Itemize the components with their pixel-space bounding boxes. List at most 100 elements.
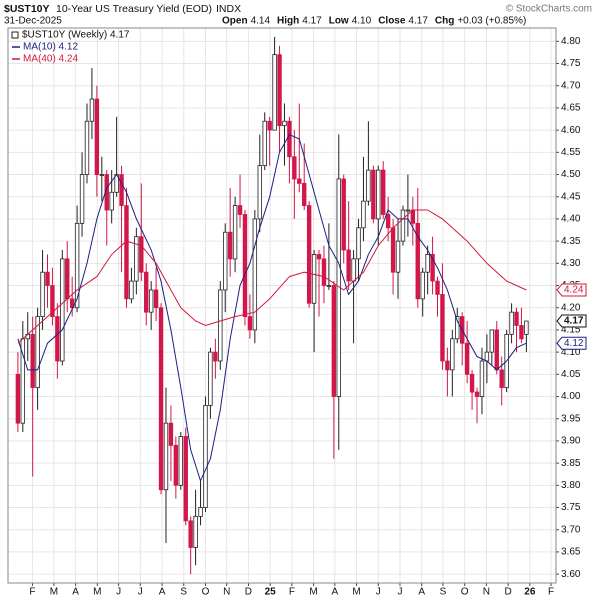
candle-body	[282, 120, 287, 127]
candle-body	[134, 236, 139, 282]
x-tick-label: J	[138, 587, 143, 598]
x-tick-label: J	[376, 587, 381, 598]
candle-body	[371, 169, 376, 220]
x-tick-label: O	[202, 587, 210, 598]
candle-body	[252, 218, 258, 331]
candle-body	[440, 293, 445, 362]
candle-body	[450, 338, 455, 371]
y-tick-label: 3.70	[561, 524, 581, 535]
y-tick-label: 3.75	[561, 502, 581, 513]
value-badge	[556, 336, 587, 350]
candle-body	[326, 285, 332, 287]
candle-body	[311, 254, 317, 304]
legend-entry: $UST10Y (Weekly) 4.17	[22, 30, 130, 41]
candle-body	[94, 98, 100, 175]
y-tick-label: 4.40	[561, 214, 581, 225]
quote-value: 4.17	[408, 16, 428, 27]
candle-body	[50, 285, 55, 317]
x-tick-label: J	[397, 587, 402, 598]
quote-label: Low	[329, 16, 349, 27]
value-badge-label: 4.12	[564, 338, 584, 349]
candle-body	[40, 271, 45, 318]
candle-body	[257, 165, 262, 220]
candle-body	[390, 227, 396, 273]
candle-body	[267, 120, 272, 131]
candle-body	[208, 351, 213, 406]
y-tick-label: 4.35	[561, 236, 581, 247]
y-tick-label: 4.05	[561, 369, 581, 380]
y-tick-label: 3.90	[561, 436, 581, 447]
candle-body	[306, 205, 312, 304]
candle-body	[237, 205, 243, 215]
candle-body	[223, 231, 228, 291]
candle-body	[89, 98, 95, 122]
candle-body	[361, 200, 366, 229]
x-tick-label: 25	[265, 587, 277, 598]
x-tick-label: A	[72, 587, 79, 598]
x-tick-label: F	[289, 587, 295, 598]
candle-body	[395, 240, 401, 273]
quote-label: High	[277, 16, 299, 27]
candle-body	[292, 156, 297, 180]
y-tick-label: 4.70	[561, 80, 581, 91]
y-tick-label: 4.55	[561, 147, 581, 158]
x-tick-label: A	[331, 587, 338, 598]
y-tick-label: 4.75	[561, 58, 581, 69]
candle-body	[366, 169, 371, 202]
candle-body	[193, 516, 198, 548]
candle-body	[351, 258, 356, 282]
candle-body	[99, 174, 105, 176]
candle-body	[287, 120, 292, 158]
candle-body	[65, 258, 70, 300]
legend-entry: MA(10) 4.12	[23, 42, 78, 53]
y-tick-label: 4.30	[561, 258, 581, 269]
candle-body	[316, 254, 322, 260]
candle-body	[227, 231, 233, 260]
candle-body	[381, 169, 386, 215]
x-tick-label: N	[483, 587, 490, 598]
candle-body	[474, 391, 480, 397]
candle-body	[247, 316, 253, 331]
candle-body	[158, 307, 164, 491]
candle-body	[188, 520, 193, 548]
candle-body	[341, 178, 346, 251]
y-tick-label: 4.60	[561, 125, 581, 136]
chart-subtitle: 10-Year US Treasury Yield (EOD)	[56, 3, 212, 15]
candle-body	[469, 373, 475, 393]
candle-body	[129, 280, 134, 300]
candle-body	[321, 258, 327, 286]
quote-value: 4.14	[251, 16, 271, 27]
exchange: INDX	[216, 3, 241, 15]
legend-entry: MA(40) 4.24	[23, 54, 78, 65]
candle-body	[84, 120, 90, 175]
value-badge-label: 4.24	[564, 285, 584, 296]
candle-body	[35, 316, 40, 389]
candle-body	[494, 329, 499, 371]
candle-body	[109, 191, 114, 211]
candle-body	[509, 311, 514, 335]
candle-body	[519, 325, 524, 340]
candle-body	[173, 444, 179, 486]
candle-body	[489, 329, 495, 353]
candle-body	[262, 120, 267, 167]
quote-label: Chg	[435, 16, 454, 27]
x-tick-label: M	[352, 587, 360, 598]
candle-body	[331, 285, 337, 397]
quote-value: 4.17	[302, 16, 322, 27]
candle-body	[435, 280, 440, 295]
y-tick-label: 4.65	[561, 103, 581, 114]
ma-line	[17, 209, 527, 344]
candle-body	[410, 209, 416, 224]
candle-body	[376, 169, 381, 220]
candle-body	[464, 342, 470, 375]
candle-body	[45, 271, 50, 286]
x-tick-label: D	[504, 587, 511, 598]
x-tick-label: S	[180, 587, 187, 598]
candle-body	[514, 311, 519, 326]
y-tick-label: 4.80	[561, 36, 581, 47]
quote-value: 4.10	[352, 16, 372, 27]
candle-body	[524, 320, 529, 335]
candle-body	[74, 222, 80, 309]
candle-body	[124, 205, 129, 300]
